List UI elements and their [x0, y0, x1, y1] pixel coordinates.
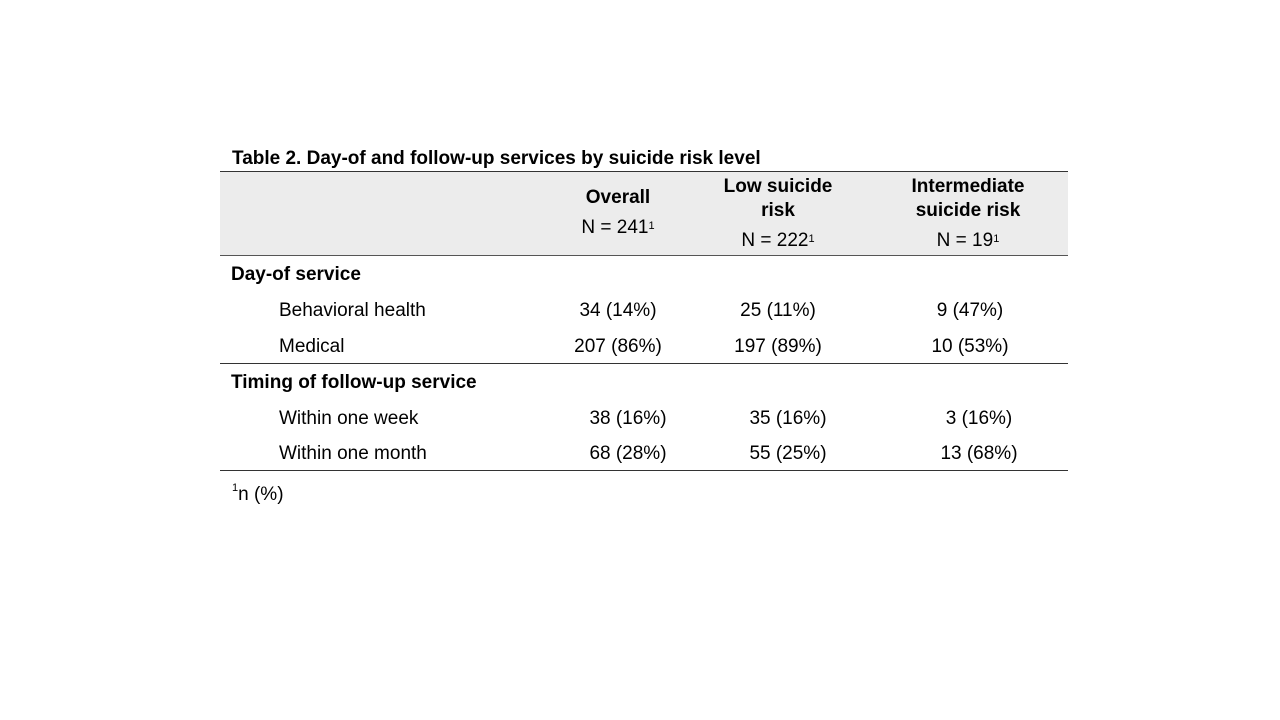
table-bottom-border	[220, 470, 1068, 471]
table-footnote: 1n (%)	[232, 482, 284, 505]
section-label-day-of-service: Day-of service	[231, 264, 361, 285]
column-name-line1: Low suicide	[723, 176, 833, 197]
table-cell: 25 (11%)	[740, 300, 816, 321]
table-cell: 38 (16%)	[589, 408, 667, 429]
column-name-line2: suicide risk	[915, 200, 1021, 221]
column-header-low-risk: Low suicide risk N = 2221	[708, 175, 848, 253]
table-cell: 13 (68%)	[940, 443, 1018, 464]
row-label: Behavioral health	[279, 300, 426, 321]
column-n: N = 2221	[741, 230, 815, 251]
section-divider	[220, 363, 1068, 364]
column-n: N = 2411	[581, 217, 655, 238]
column-header-overall: Overall N = 2411	[548, 186, 688, 240]
table-cell: 55 (25%)	[749, 443, 827, 464]
column-name: Overall	[585, 187, 651, 208]
table-header	[220, 171, 1068, 256]
row-label: Within one week	[279, 408, 419, 429]
table-cell: 207 (86%)	[574, 336, 662, 357]
column-name-line1: Intermediate	[911, 176, 1025, 197]
table-cell: 9 (47%)	[936, 300, 1004, 321]
section-label-follow-up-timing: Timing of follow-up service	[231, 372, 477, 393]
column-n: N = 191	[936, 230, 1000, 251]
table-cell: 197 (89%)	[734, 336, 822, 357]
table-cell: 34 (14%)	[579, 300, 657, 321]
table-cell: 3 (16%)	[945, 408, 1013, 429]
table-cell: 68 (28%)	[589, 443, 667, 464]
column-name-line2: risk	[761, 200, 795, 221]
table-cell: 10 (53%)	[931, 336, 1009, 357]
row-label: Within one month	[279, 443, 427, 464]
column-header-intermediate-risk: Intermediate suicide risk N = 191	[888, 175, 1048, 253]
table-cell: 35 (16%)	[749, 408, 827, 429]
row-label: Medical	[279, 336, 345, 357]
table-title: Table 2. Day-of and follow-up services b…	[232, 148, 761, 169]
